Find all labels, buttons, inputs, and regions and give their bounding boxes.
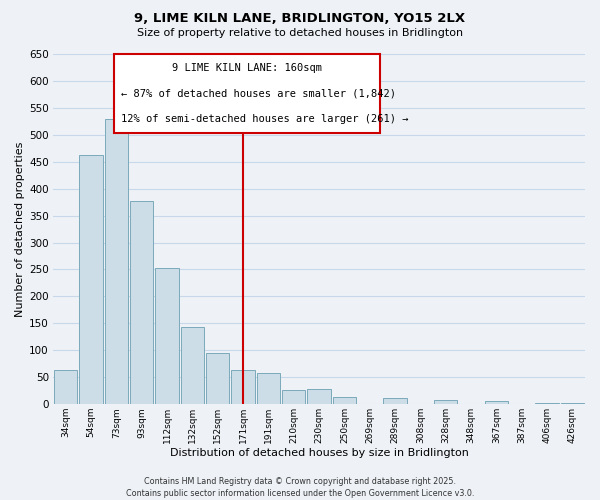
Bar bbox=[155, 268, 179, 404]
Y-axis label: Number of detached properties: Number of detached properties bbox=[15, 142, 25, 317]
Bar bbox=[560, 403, 584, 404]
Text: ← 87% of detached houses are smaller (1,842): ← 87% of detached houses are smaller (1,… bbox=[121, 88, 395, 99]
Bar bbox=[307, 389, 331, 404]
Text: 12% of semi-detached houses are larger (261) →: 12% of semi-detached houses are larger (… bbox=[121, 114, 408, 124]
Bar bbox=[181, 327, 204, 404]
Bar bbox=[383, 398, 407, 404]
Bar bbox=[485, 402, 508, 404]
Bar bbox=[130, 201, 154, 404]
Text: Size of property relative to detached houses in Bridlington: Size of property relative to detached ho… bbox=[137, 28, 463, 38]
Bar bbox=[232, 370, 255, 404]
Bar bbox=[79, 156, 103, 404]
X-axis label: Distribution of detached houses by size in Bridlington: Distribution of detached houses by size … bbox=[170, 448, 469, 458]
Bar bbox=[434, 400, 457, 404]
Text: 9 LIME KILN LANE: 160sqm: 9 LIME KILN LANE: 160sqm bbox=[172, 63, 322, 73]
Text: 9, LIME KILN LANE, BRIDLINGTON, YO15 2LX: 9, LIME KILN LANE, BRIDLINGTON, YO15 2LX bbox=[134, 12, 466, 26]
FancyBboxPatch shape bbox=[114, 54, 380, 133]
Bar bbox=[206, 353, 229, 404]
Bar bbox=[282, 390, 305, 404]
Bar bbox=[333, 396, 356, 404]
Bar bbox=[257, 374, 280, 404]
Bar bbox=[535, 402, 559, 404]
Text: Contains HM Land Registry data © Crown copyright and database right 2025.
Contai: Contains HM Land Registry data © Crown c… bbox=[126, 476, 474, 498]
Bar bbox=[54, 370, 77, 404]
Bar bbox=[105, 118, 128, 404]
